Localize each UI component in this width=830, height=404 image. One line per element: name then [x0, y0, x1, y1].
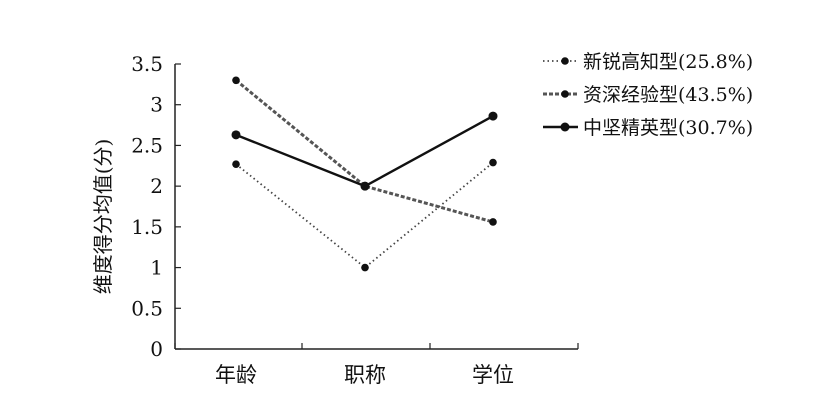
x-category-label: 年龄: [215, 363, 257, 387]
series-line: [235, 161, 494, 269]
data-point: [488, 111, 498, 121]
legend-marker: [560, 122, 570, 132]
data-point: [360, 181, 370, 191]
y-tick-label: 0: [150, 337, 163, 361]
data-point: [232, 76, 240, 85]
y-tick-label: 2: [150, 174, 163, 198]
y-tick-label: 2.5: [131, 133, 163, 157]
legend-marker: [561, 57, 569, 65]
data-point: [361, 263, 369, 272]
y-tick-label: 3.5: [131, 52, 163, 76]
y-axis-label: 维度得分均值(分): [91, 139, 115, 295]
y-tick-label: 1.5: [131, 215, 163, 239]
y-tick-label: 1: [150, 256, 163, 280]
series-lines: [231, 76, 498, 272]
data-point: [232, 160, 240, 168]
x-category-labels: 年龄 职称 学位: [174, 343, 579, 387]
legend-label: 新锐高知型(25.8%): [583, 51, 753, 73]
legend-label: 资深经验型(43.5%): [583, 84, 753, 106]
y-ticks: 0 0.5 1 1.5 2 2.5 3 3.5: [131, 52, 181, 361]
axes: [174, 64, 578, 350]
legend: 新锐高知型(25.8%) 资深经验型(43.5%) 中坚精英型(30.7%): [543, 51, 753, 139]
data-point: [231, 130, 241, 140]
legend-marker: [561, 90, 569, 98]
y-tick-label: 3: [150, 93, 163, 117]
series-line: [235, 79, 494, 224]
x-category-label: 学位: [472, 363, 514, 387]
y-tick-label: 0.5: [131, 296, 163, 320]
legend-label: 中坚精英型(30.7%): [583, 117, 753, 139]
data-point: [489, 218, 497, 226]
series-line: [235, 115, 494, 188]
x-category-label: 职称: [344, 363, 386, 387]
data-point: [489, 158, 497, 167]
